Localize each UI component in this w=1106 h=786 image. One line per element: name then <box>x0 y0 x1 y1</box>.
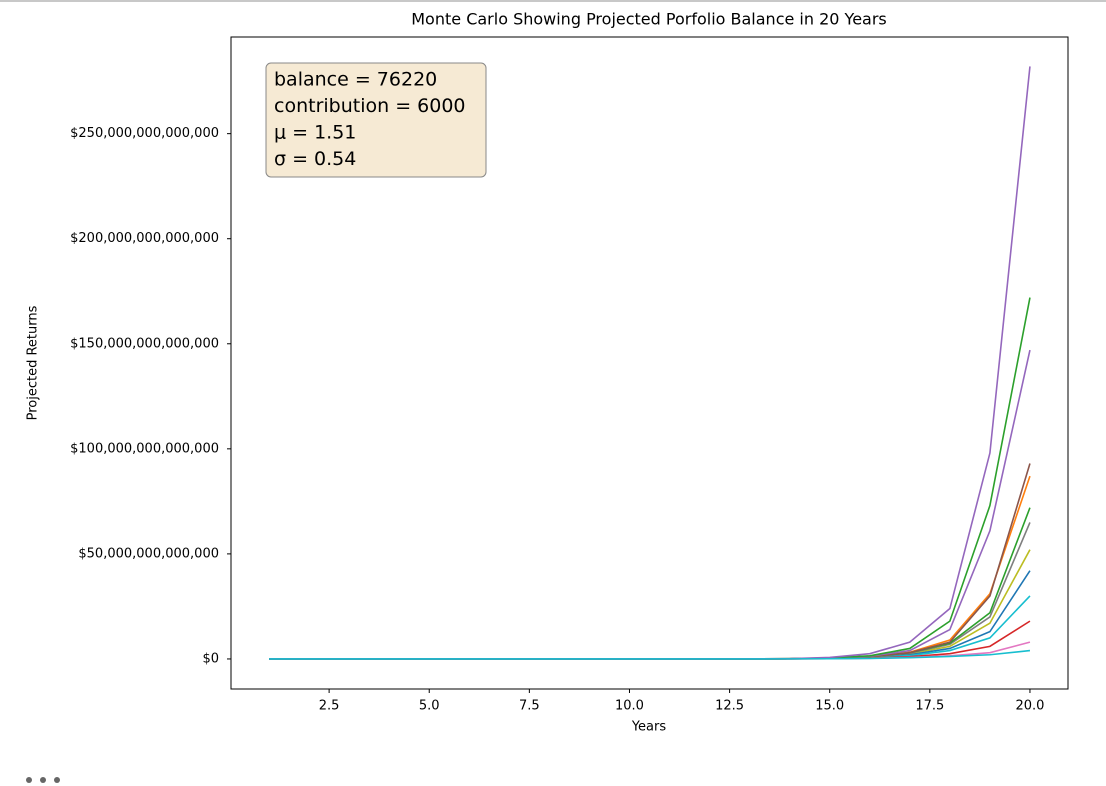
y-tick-label: $100,000,000,000,000 <box>70 441 219 456</box>
axes-frame <box>230 36 1069 690</box>
series-line <box>269 463 1031 660</box>
annotation-line: contribution = 6000 <box>274 95 466 117</box>
series-line <box>269 595 1031 660</box>
annotation: balance = 76220 contribution = 6000 μ = 1.… <box>274 69 466 171</box>
annotation-line: balance = 76220 <box>274 69 437 91</box>
x-axis-label: Years <box>631 720 667 735</box>
series-line <box>269 522 1031 660</box>
x-tick-label: 20.0 <box>1015 699 1044 714</box>
annotation-line: σ = 0.54 <box>274 148 356 170</box>
y-tick-label: $0 <box>202 651 219 666</box>
series-line <box>269 475 1031 660</box>
y-tick-label: $200,000,000,000,000 <box>70 231 219 246</box>
series-line <box>269 649 1031 660</box>
y-axis-label: Projected Returns <box>26 305 41 420</box>
series-line <box>269 570 1031 660</box>
cell-border <box>0 0 1106 2</box>
x-tick-label: 15.0 <box>815 699 844 714</box>
x-tick-label: 17.5 <box>915 699 944 714</box>
annotation-line: μ = 1.51 <box>274 122 356 144</box>
series-line <box>269 349 1031 660</box>
x-tick-label: 5.0 <box>419 699 440 714</box>
series-line <box>269 549 1031 660</box>
more-dot[interactable] <box>26 777 32 783</box>
lines <box>269 66 1031 660</box>
y-tick-label: $50,000,000,000,000 <box>78 546 219 561</box>
series-line <box>269 297 1031 660</box>
more-dot[interactable] <box>54 777 60 783</box>
y-tick-label: $150,000,000,000,000 <box>70 336 219 351</box>
annotation-box <box>265 62 487 178</box>
y-tick-label: $250,000,000,000,000 <box>70 126 219 141</box>
x-tick-label: 2.5 <box>319 699 340 714</box>
x-tick-label: 12.5 <box>715 699 744 714</box>
chart-title: Monte Carlo Showing Projected Porfolio B… <box>411 10 887 29</box>
x-tick-label: 7.5 <box>519 699 540 714</box>
x-tick-label: 10.0 <box>615 699 644 714</box>
more-dot[interactable] <box>40 777 46 783</box>
